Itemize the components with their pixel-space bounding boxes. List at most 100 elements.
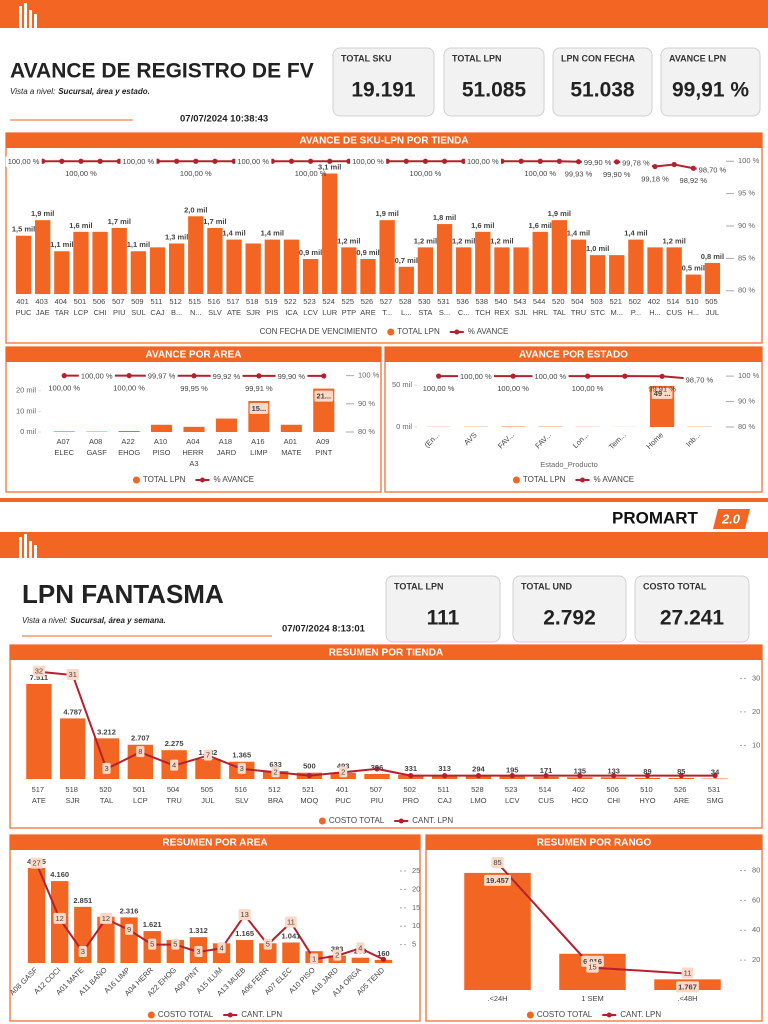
line-label: 99,91 % xyxy=(648,384,676,393)
line-point xyxy=(543,773,549,779)
legend-swatch xyxy=(227,1012,233,1018)
x-tick-label: 501 LCP xyxy=(74,297,89,317)
line-point xyxy=(174,158,180,164)
bar-label: 1,2 mil xyxy=(414,236,437,245)
legend-label: CANT. LPN xyxy=(620,1010,661,1019)
panel-title: AVANCE POR ESTADO xyxy=(519,350,628,361)
bar-label: 1.365 xyxy=(232,751,251,760)
legend-swatch xyxy=(579,477,585,483)
label-box xyxy=(249,402,269,414)
line-label: 27 xyxy=(32,859,40,868)
bar-label: 6.016 xyxy=(583,957,602,966)
x-tick-label: A04 HERR A3 xyxy=(182,437,205,468)
legend-label: % AVANCE xyxy=(593,475,634,484)
subtitle: Vista a nivel: Sucursal, área y semana. xyxy=(22,616,166,625)
y2-tick-label: 85 % xyxy=(738,253,755,262)
line-label: 100,00 % xyxy=(572,384,604,393)
bar-label: 1,6 mil xyxy=(529,221,552,230)
line-point xyxy=(61,373,67,379)
bar-label: 493 xyxy=(337,762,350,771)
line-point xyxy=(577,773,583,779)
line-point xyxy=(614,159,620,165)
label-box xyxy=(32,665,46,677)
bar-label: 3,1 mil xyxy=(318,163,341,172)
line-label: 3 xyxy=(81,947,85,956)
line-label: 100,00 % xyxy=(113,384,145,393)
line-label: 100,00 % xyxy=(535,372,567,381)
bar-label: 1,3 mil xyxy=(165,232,188,241)
bar-label: 3.212 xyxy=(97,727,116,736)
bar xyxy=(647,247,663,294)
bar-label: 1,9 mil xyxy=(375,209,398,218)
line-point xyxy=(671,161,677,168)
bar-label: 0,9 mil xyxy=(299,248,322,257)
x-tick-label: 538 TCH xyxy=(475,297,490,317)
line-point xyxy=(256,373,262,379)
x-tick-label: 512 B... xyxy=(169,297,184,317)
x-tick-label: 404 TAR xyxy=(55,297,70,317)
line-label: 8 xyxy=(138,747,142,756)
legend-label: % AVANCE xyxy=(468,327,509,336)
bar-label: 195 xyxy=(506,766,519,775)
bar-label: 1,6 mil xyxy=(69,221,92,230)
x-tick-label: 511 CAJ xyxy=(150,297,164,317)
x-tick-label: A18 JARD xyxy=(217,437,237,457)
label-box xyxy=(148,938,157,950)
line-label: 9 xyxy=(127,925,131,934)
bar xyxy=(704,262,721,294)
x-tick-label: 504 TRU xyxy=(166,785,181,805)
line-label: 99,92 % xyxy=(213,372,241,381)
bar-label: 1.767 xyxy=(678,982,697,991)
bar xyxy=(456,247,472,294)
x-tick-label: 540 REX xyxy=(494,297,509,317)
x-tick-label: 523 LCV xyxy=(303,297,318,317)
legend-title: CON FECHA DE VENCIMIENTO xyxy=(260,327,378,336)
logo xyxy=(19,534,37,558)
kpi-card xyxy=(660,47,761,117)
line-point xyxy=(306,773,312,779)
bar xyxy=(60,718,86,779)
x-tick-label: A01 MATE xyxy=(281,437,301,457)
label-box xyxy=(491,856,504,868)
bar-label: 1.312 xyxy=(189,926,208,935)
legend-swatch xyxy=(387,328,395,336)
bar-label: 313 xyxy=(438,764,451,773)
line-label: 3 xyxy=(196,947,200,956)
bar-label: 15... xyxy=(252,404,267,413)
bar xyxy=(73,231,89,294)
x-tick-label: 507 PIU xyxy=(112,297,127,317)
bar xyxy=(417,247,434,294)
y2-tick-label: 90 % xyxy=(738,397,755,406)
bar-label: 4.160 xyxy=(50,870,69,879)
label-box xyxy=(339,766,348,778)
bar xyxy=(666,247,682,294)
bar-label: 2,0 mil xyxy=(184,205,207,214)
bar xyxy=(149,247,166,294)
x-tick-label: 525 PTP xyxy=(342,297,357,317)
bar xyxy=(532,231,548,294)
x-tick-label: 401 PUC xyxy=(335,785,351,805)
bar-label: 1.041 xyxy=(282,931,301,940)
kpi-card xyxy=(443,47,545,117)
x-tick-label: 520 TAL xyxy=(99,785,114,805)
line-point xyxy=(611,773,617,779)
bar xyxy=(245,243,261,294)
bar-label: 1,8 mil xyxy=(433,213,456,222)
line-point xyxy=(408,773,414,779)
bar-label: 1,2 mil xyxy=(452,236,475,245)
y2-tick-label: 100 % xyxy=(738,371,760,380)
kpi-label: AVANCE LPN xyxy=(669,53,726,63)
label-box xyxy=(66,669,79,681)
label-box xyxy=(275,370,308,382)
bar-label: 1,2 mil xyxy=(662,236,685,245)
line-point xyxy=(212,158,218,164)
legend-label: TOTAL LPN xyxy=(143,475,186,484)
line-label: 2 xyxy=(341,767,345,776)
x-tick-label: 521 MOQ xyxy=(300,785,318,805)
panel-header xyxy=(385,347,762,362)
line-point xyxy=(403,158,409,164)
bar-label: 49 ... xyxy=(654,389,671,398)
x-tick-label: 519 PIS xyxy=(265,297,280,317)
legend-label: TOTAL LPN xyxy=(523,475,566,484)
bar-label: 2.851 xyxy=(73,896,92,905)
